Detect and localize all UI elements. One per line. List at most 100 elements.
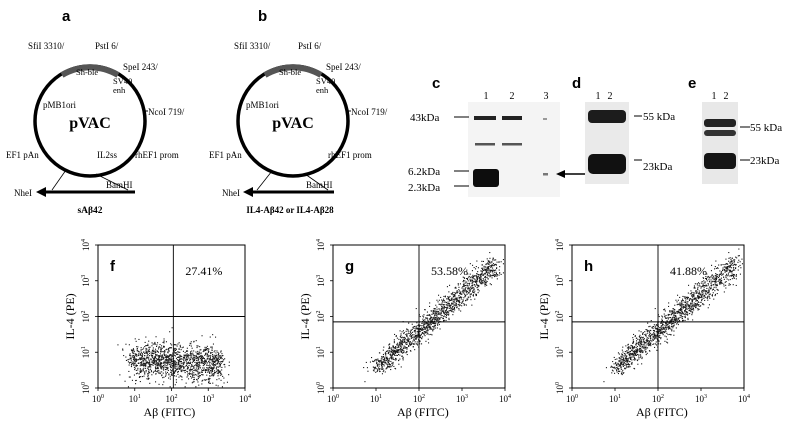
flow-event-dot [141,352,143,354]
flow-event-dot [159,356,161,358]
flow-event-dot [658,329,660,331]
flow-event-dot [739,264,741,266]
flow-event-dot [723,278,725,280]
flow-event-dot [614,372,616,374]
flow-event-dot [643,338,645,340]
flow-event-dot [217,371,219,373]
flow-event-dot [142,354,144,356]
flow-event-dot [673,313,675,315]
flow-event-dot [718,275,720,277]
flow-event-dot [187,368,189,370]
flow-event-dot [222,360,224,362]
flow-event-dot [161,371,163,373]
flow-event-dot [620,367,622,369]
flow-event-dot [475,275,477,277]
flow-event-dot [461,296,463,298]
flow-event-dot [159,373,161,375]
flow-event-dot [414,337,416,339]
flow-event-dot [421,338,423,340]
flow-event-dot [420,333,422,335]
flow-event-dot [161,374,163,376]
flow-event-dot [192,374,194,376]
flow-event-dot [688,305,690,307]
flow-event-dot [179,365,181,367]
flow-event-dot [176,352,178,354]
flow-event-dot [213,361,215,363]
flow-event-dot [677,324,679,326]
flow-event-dot [729,275,731,277]
flow-event-dot [162,366,164,368]
flow-event-dot [146,354,148,356]
flow-event-dot [152,349,154,351]
flow-event-dot [631,349,633,351]
flow-event-dot [187,375,189,377]
flow-event-dot [699,294,701,296]
flow-event-dot [669,327,671,329]
flow-h-xtick-label: 103 [695,394,707,404]
flow-event-dot [191,354,193,356]
flow-event-dot [482,274,484,276]
flow-event-dot [455,297,457,299]
flow-event-dot [629,347,631,349]
flow-event-dot [460,298,462,300]
flow-tick-exponent: 1 [555,346,561,349]
flow-event-dot [680,315,682,317]
flow-event-dot [136,354,138,356]
flow-event-dot [444,311,446,313]
flow-event-dot [697,305,699,307]
flow-event-dot [705,284,707,286]
flow-event-dot [215,355,217,357]
flow-event-dot [473,284,475,286]
flow-event-dot [691,301,693,303]
flow-event-dot [424,320,426,322]
flow-event-dot [157,363,159,365]
flow-event-dot [463,290,465,292]
flow-event-dot [211,346,213,348]
flow-event-dot [145,360,147,362]
flow-event-dot [670,328,672,330]
flow-event-dot [462,276,464,278]
flow-h-ytick-label: 101 [555,346,565,358]
flow-event-dot [196,365,198,367]
flow-event-dot [152,350,154,352]
flow-event-dot [458,286,460,288]
flow-event-dot [621,353,623,355]
flow-event-dot [677,318,679,320]
flow-event-dot [429,302,431,304]
flow-event-dot [463,282,465,284]
flow-tick-exponent: 4 [316,239,322,242]
flow-event-dot [383,357,385,359]
flow-event-dot [715,276,717,278]
flow-event-dot [181,366,183,368]
flow-event-dot [669,317,671,319]
flow-event-dot [381,364,383,366]
flow-event-dot [475,294,477,296]
flow-event-dot [416,343,418,345]
flow-event-dot [674,309,676,311]
flow-event-dot [160,347,162,349]
flow-event-dot [137,350,139,352]
flow-event-dot [399,336,401,338]
flow-event-dot [620,355,622,357]
flow-event-dot [639,350,641,352]
flow-event-dot [392,358,394,360]
flow-event-dot [624,354,626,356]
flow-event-dot [150,354,152,356]
flow-event-dot [201,380,203,382]
flow-event-dot [400,340,402,342]
flow-event-dot [216,350,218,352]
flow-event-dot [614,366,616,368]
flow-event-dot [419,336,421,338]
flow-event-dot [476,281,478,283]
flow-event-dot [655,343,657,345]
flow-g-ytick-label: 101 [316,346,326,358]
flow-event-dot [697,301,699,303]
flow-f-ytick-label: 100 [81,382,91,394]
flow-event-dot [185,369,187,371]
flow-event-dot [131,350,133,352]
flow-event-dot [178,348,180,350]
flow-event-dot [668,327,670,329]
flow-event-dot [442,307,444,309]
flow-event-dot [714,275,716,277]
flow-event-dot [406,354,408,356]
